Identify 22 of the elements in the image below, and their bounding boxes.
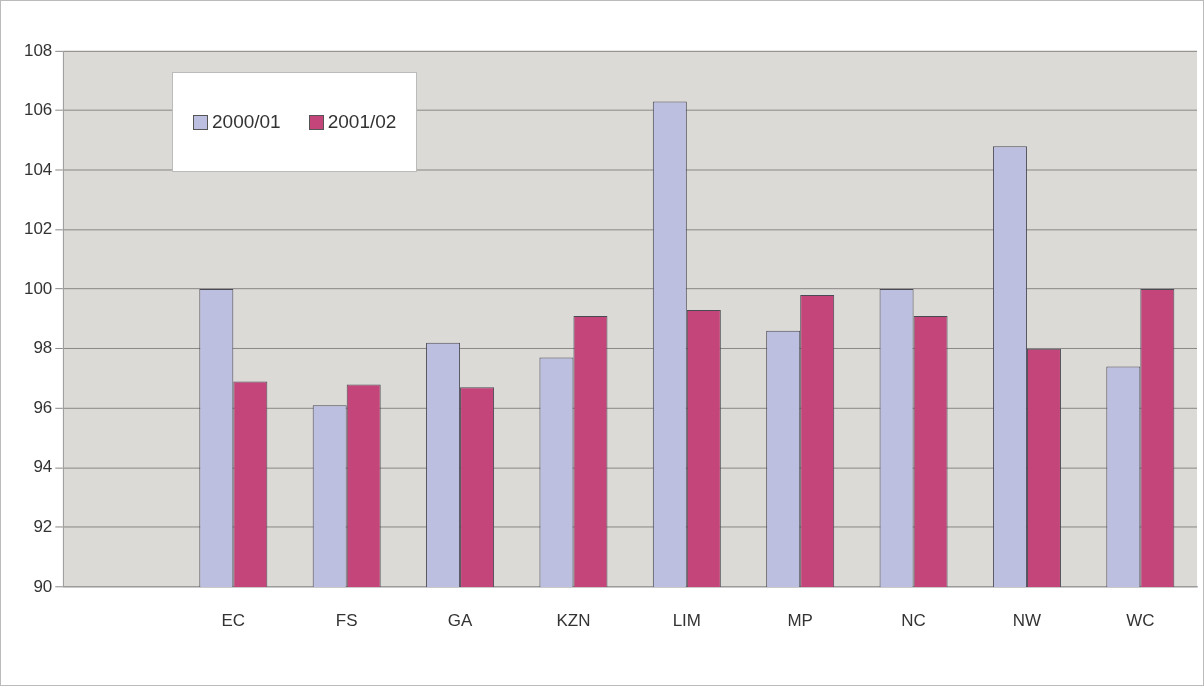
legend-label: 2000/01: [212, 111, 281, 133]
x-tick-label: NC: [901, 610, 926, 630]
x-tick-label: WC: [1126, 610, 1155, 630]
legend-box: 2000/01 2001/02: [172, 72, 418, 172]
y-tick-label: 96: [33, 397, 53, 417]
x-tick-label: LIM: [672, 610, 701, 630]
x-tick-label: EC: [221, 610, 246, 630]
x-tick-label: MP: [787, 610, 813, 630]
y-tick-label: 92: [33, 517, 53, 536]
y-tick-label: 104: [23, 159, 53, 179]
x-tick-label: FS: [335, 610, 358, 630]
legend-label: 2001/02: [327, 111, 397, 133]
y-tick-label: 100: [23, 278, 53, 298]
y-tick-label: 98: [33, 338, 53, 358]
y-tick-label: 90: [33, 576, 53, 596]
y-tick-label: 106: [23, 100, 53, 120]
y-tick-label: 94: [33, 457, 53, 477]
y-tick-label: 102: [23, 219, 53, 239]
y-tick-label: 108: [23, 40, 53, 60]
x-tick-label: NW: [1012, 610, 1042, 630]
x-tick-label: KZN: [556, 610, 591, 630]
x-tick-label: GA: [447, 610, 474, 630]
